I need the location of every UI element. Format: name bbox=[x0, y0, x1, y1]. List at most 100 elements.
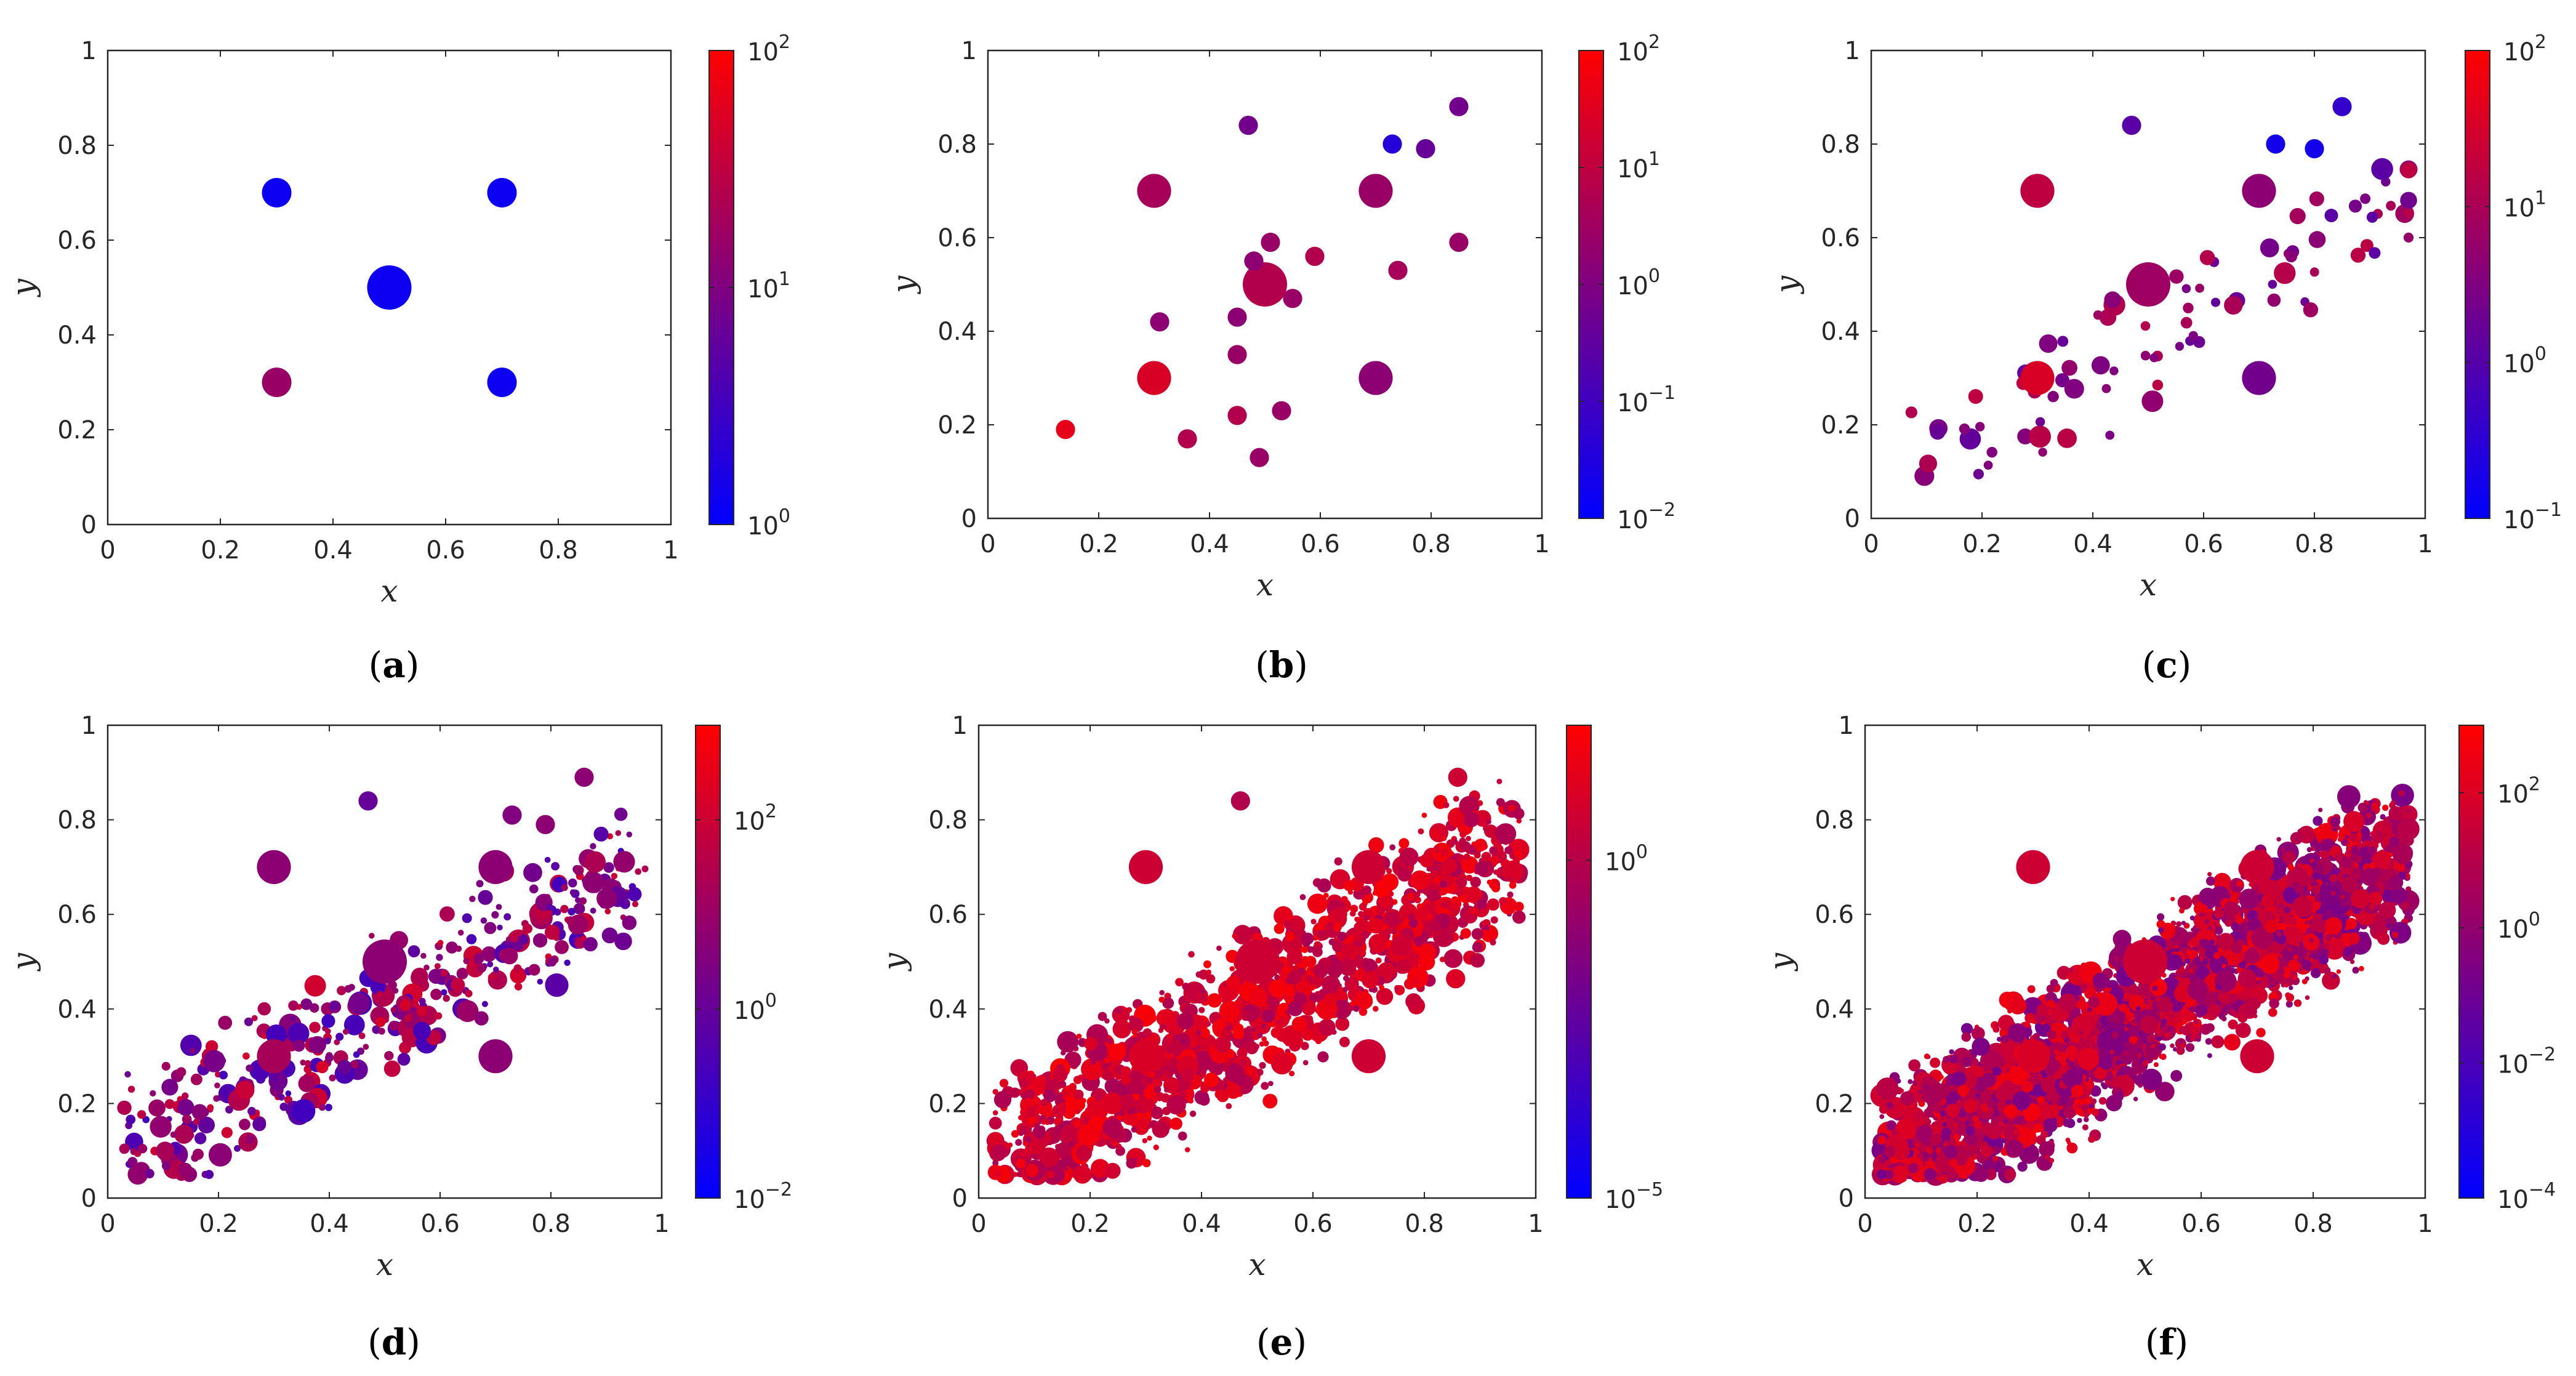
data-point bbox=[2343, 811, 2365, 832]
data-point bbox=[501, 948, 518, 965]
data-point bbox=[1230, 791, 1250, 811]
data-point bbox=[2020, 174, 2055, 208]
data-point bbox=[2181, 920, 2186, 925]
data-point bbox=[2356, 840, 2362, 845]
data-point bbox=[243, 1052, 250, 1060]
data-point bbox=[2287, 947, 2292, 952]
data-point bbox=[150, 1116, 172, 1138]
data-point bbox=[2076, 1103, 2081, 1109]
data-point bbox=[1317, 1051, 1329, 1063]
data-point bbox=[2389, 836, 2400, 847]
data-point bbox=[1975, 422, 1985, 432]
data-point bbox=[1137, 1033, 1142, 1039]
data-point bbox=[2126, 1014, 2134, 1022]
data-point bbox=[329, 1001, 339, 1011]
data-point bbox=[1385, 912, 1400, 927]
data-point bbox=[2078, 1030, 2084, 1036]
colorbar-exponent: −2 bbox=[2529, 1044, 2556, 1066]
data-point bbox=[300, 998, 313, 1010]
data-point bbox=[2152, 379, 2164, 391]
data-point bbox=[174, 1124, 194, 1144]
data-point bbox=[1957, 1085, 1969, 1096]
data-point bbox=[412, 1021, 431, 1040]
x-tick-label: 0.2 bbox=[1079, 530, 1118, 558]
data-point bbox=[1150, 312, 1170, 332]
data-point bbox=[1314, 941, 1322, 949]
data-point bbox=[2313, 816, 2323, 826]
data-point bbox=[1930, 1057, 1941, 1068]
data-point bbox=[622, 915, 637, 930]
data-point bbox=[1992, 1066, 2002, 1076]
data-point bbox=[416, 1005, 427, 1016]
data-point bbox=[1135, 1121, 1146, 1131]
data-point bbox=[2181, 1025, 2191, 1036]
data-point bbox=[1990, 1121, 1995, 1126]
y-tick-label: 0.6 bbox=[1815, 901, 1854, 929]
data-point bbox=[1232, 933, 1238, 939]
data-point bbox=[2094, 1066, 2108, 1080]
data-point bbox=[2261, 893, 2276, 908]
data-point bbox=[329, 1074, 336, 1082]
data-point bbox=[2296, 920, 2301, 925]
colorbar-exponent: 0 bbox=[1636, 841, 1648, 863]
y-tick-label: 0 bbox=[952, 1185, 968, 1213]
data-point bbox=[1443, 949, 1463, 968]
data-point bbox=[2082, 1111, 2090, 1118]
data-point bbox=[1358, 361, 1393, 395]
data-point bbox=[304, 1060, 311, 1067]
data-point bbox=[1496, 798, 1505, 807]
data-point bbox=[2221, 964, 2226, 968]
data-point bbox=[2111, 1031, 2119, 1039]
colorbar-tick-label: 100 bbox=[2503, 344, 2546, 379]
data-point bbox=[1188, 951, 1195, 958]
data-point bbox=[2352, 967, 2359, 974]
data-point bbox=[430, 988, 442, 1000]
data-point bbox=[2284, 983, 2289, 988]
data-point bbox=[614, 807, 628, 821]
data-point bbox=[339, 1052, 345, 1059]
data-point bbox=[2361, 867, 2379, 887]
data-point bbox=[1508, 872, 1514, 878]
data-point bbox=[1440, 848, 1450, 857]
data-point bbox=[536, 815, 555, 834]
data-point bbox=[247, 1106, 256, 1116]
data-point bbox=[2123, 1051, 2129, 1056]
y-tick-label: 0.6 bbox=[57, 901, 97, 929]
data-point bbox=[1483, 825, 1489, 832]
data-point bbox=[1411, 977, 1420, 986]
data-point bbox=[2091, 356, 2110, 375]
data-point bbox=[1399, 847, 1419, 867]
data-point bbox=[2330, 891, 2336, 896]
data-point bbox=[1219, 1029, 1230, 1039]
data-point bbox=[614, 932, 632, 951]
data-point bbox=[344, 984, 353, 993]
data-point bbox=[2013, 1129, 2019, 1135]
data-point bbox=[632, 901, 639, 907]
data-point bbox=[1237, 1047, 1248, 1058]
data-point bbox=[2017, 1161, 2028, 1172]
data-point bbox=[2211, 297, 2220, 307]
data-point bbox=[1122, 1111, 1136, 1125]
data-point bbox=[2267, 293, 2281, 307]
data-point bbox=[2368, 846, 2377, 855]
data-point bbox=[1153, 1145, 1159, 1151]
data-point bbox=[1973, 1167, 1989, 1182]
data-point bbox=[1142, 1138, 1148, 1144]
data-point bbox=[2370, 925, 2375, 930]
data-point bbox=[1890, 1157, 1896, 1163]
data-point bbox=[2186, 949, 2193, 956]
data-point bbox=[1289, 1071, 1295, 1077]
y-axis-label: y bbox=[1763, 952, 1799, 972]
x-tick-label: 0.6 bbox=[2184, 530, 2223, 558]
data-point bbox=[1382, 134, 1402, 154]
data-point bbox=[1388, 260, 1408, 280]
data-point bbox=[1112, 1020, 1131, 1039]
data-point bbox=[1972, 1037, 1990, 1056]
panel-label-part: ) bbox=[406, 644, 420, 686]
data-point bbox=[2095, 1021, 2103, 1029]
data-point bbox=[1322, 975, 1341, 994]
data-point bbox=[1428, 866, 1434, 872]
data-point bbox=[1115, 1007, 1122, 1014]
data-point bbox=[999, 1079, 1009, 1088]
colorbar-tick-label: 10−2 bbox=[734, 1179, 792, 1214]
